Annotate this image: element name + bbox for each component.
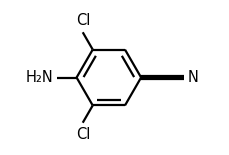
Text: N: N	[187, 70, 198, 85]
Text: Cl: Cl	[76, 127, 90, 142]
Text: Cl: Cl	[76, 13, 90, 28]
Text: H₂N: H₂N	[25, 70, 53, 85]
